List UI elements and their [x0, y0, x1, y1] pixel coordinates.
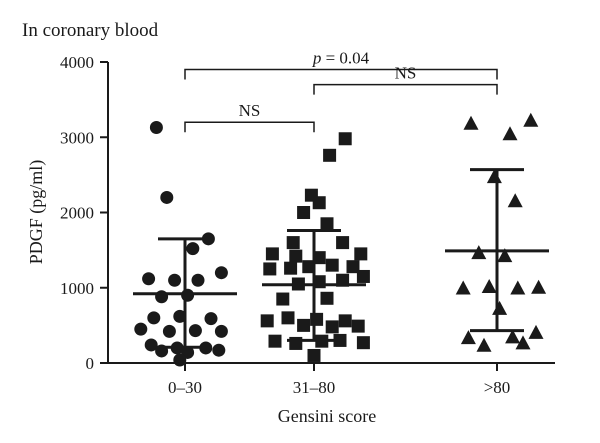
x-tick-label: 31–80 [293, 378, 336, 397]
y-tick-label: 0 [86, 354, 95, 373]
square-point [302, 260, 316, 274]
square-point [281, 311, 295, 325]
circle-point [212, 343, 226, 357]
triangle-point [492, 300, 508, 315]
square-point [289, 249, 303, 263]
circle-point [191, 273, 205, 287]
x-tick-label: 0–30 [168, 378, 202, 397]
triangle-point [515, 335, 531, 350]
square-point [276, 292, 290, 306]
triangle-point [528, 324, 544, 339]
triangle-point [455, 280, 471, 295]
square-point [325, 258, 339, 272]
square-point [260, 314, 274, 328]
triangle-point [507, 193, 523, 208]
square-point [356, 269, 370, 283]
square-point [320, 217, 334, 231]
circle-point [186, 242, 200, 256]
x-axis-label: Gensini score [278, 406, 376, 426]
triangle-point [505, 329, 521, 344]
y-tick-label: 4000 [60, 53, 94, 72]
triangle-point [497, 248, 513, 263]
circle-point [214, 324, 228, 338]
square-point [307, 348, 321, 362]
triangle-point [523, 112, 539, 127]
circle-point [144, 338, 158, 352]
circle-point [155, 290, 169, 304]
square-point [338, 132, 352, 146]
square-point [320, 291, 334, 305]
significance-brackets: p = 0.04 NS NS [184, 49, 498, 133]
square-point [284, 261, 298, 275]
circle-point [147, 311, 161, 325]
circle-point [168, 273, 182, 287]
circle-point [162, 324, 176, 338]
square-point [297, 206, 311, 219]
data-points [134, 112, 547, 367]
triangle-point [531, 279, 547, 294]
circle-point [181, 288, 195, 302]
square-point [312, 196, 326, 210]
square-point [336, 236, 350, 250]
circle-point [214, 266, 228, 280]
square-point [312, 251, 326, 265]
circle-point [188, 324, 202, 338]
y-tick-label: 3000 [60, 128, 94, 147]
triangle-point [481, 278, 497, 293]
mean-sd-bars [133, 168, 549, 349]
triangle-point [502, 126, 518, 141]
comparison-bracket [184, 68, 498, 80]
square-point [354, 247, 368, 261]
square-point [289, 336, 303, 350]
square-point [286, 236, 300, 250]
circle-point [204, 312, 218, 326]
square-point [356, 336, 370, 350]
square-point [346, 260, 360, 274]
circle-point [160, 190, 174, 204]
square-point [338, 314, 352, 328]
circle-point [134, 322, 148, 336]
triangle-point [510, 280, 526, 295]
square-point [297, 318, 311, 332]
comparison-label: NS [239, 101, 261, 120]
chart-title: In coronary blood [22, 20, 159, 41]
x-ticks: 0–30 31–80 >80 [168, 363, 510, 397]
circle-point [149, 120, 163, 134]
comparison-label: NS [395, 64, 417, 83]
square-point [263, 262, 277, 276]
triangle-point [476, 337, 492, 352]
triangle-point [460, 330, 476, 345]
y-tick-label: 2000 [60, 204, 94, 223]
square-point [323, 148, 337, 162]
y-axis-label: PDGF (pg/ml) [26, 160, 47, 265]
comparison-label: p = 0.04 [312, 49, 370, 68]
comparison-bracket [184, 121, 315, 133]
square-point [325, 320, 339, 334]
comparison-bracket [313, 83, 498, 95]
square-point [351, 319, 365, 333]
y-ticks: 0 1000 2000 3000 4000 [60, 53, 108, 373]
circle-point [173, 309, 187, 323]
square-point [265, 247, 279, 261]
square-point [268, 334, 282, 348]
triangle-point [486, 169, 502, 184]
triangle-point [463, 115, 479, 130]
circle-point [142, 272, 156, 286]
circle-point [173, 353, 187, 367]
square-point [310, 312, 324, 326]
x-tick-label: >80 [484, 378, 511, 397]
y-tick-label: 1000 [60, 279, 94, 298]
